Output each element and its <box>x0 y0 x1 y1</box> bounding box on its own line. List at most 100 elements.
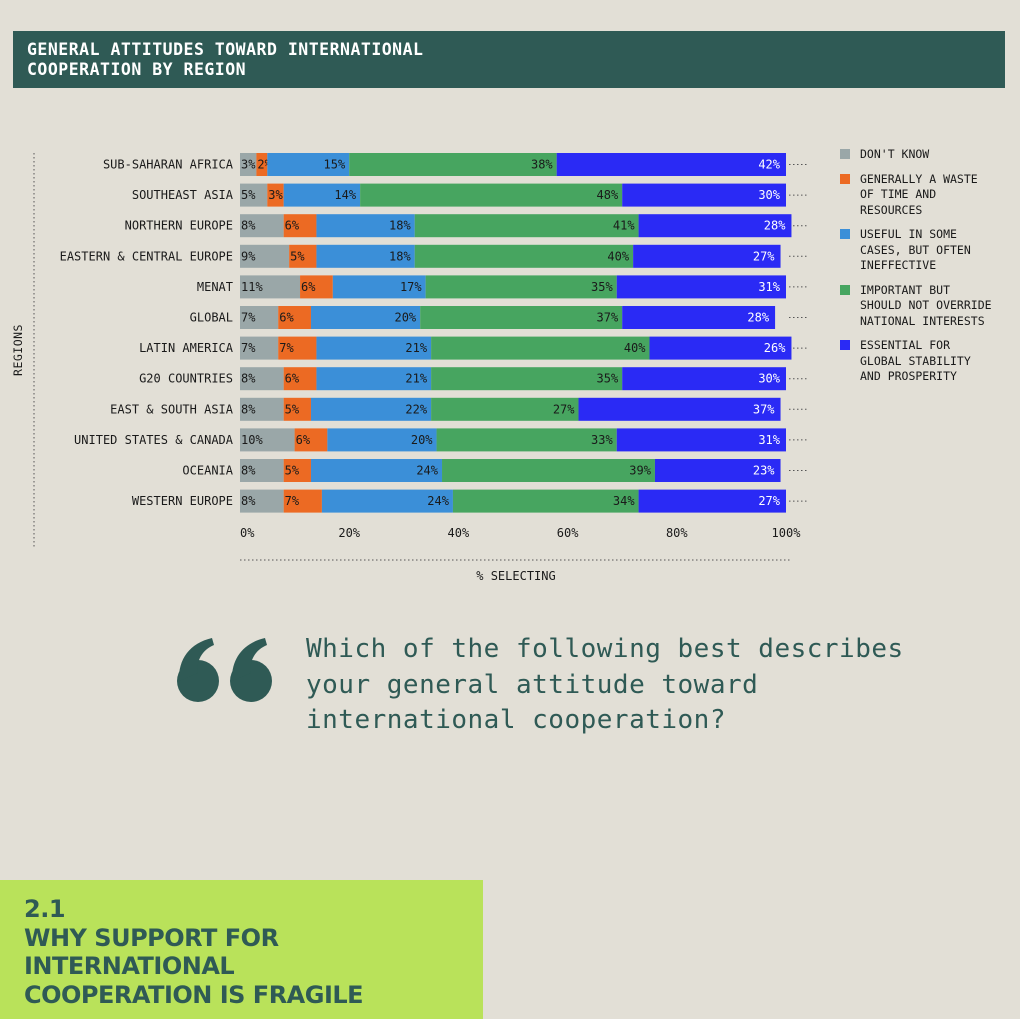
bar-segment <box>332 275 426 299</box>
data-label: 42% <box>758 158 780 172</box>
bar-segment <box>240 459 284 482</box>
data-label: 17% <box>400 280 422 294</box>
bar-segment <box>283 214 317 238</box>
survey-question: Which of the following best describes yo… <box>306 632 966 739</box>
bar-segment <box>283 459 311 482</box>
bar-segment <box>267 153 350 176</box>
data-label: 37% <box>753 402 775 416</box>
bar-segment <box>283 397 311 421</box>
section-title-line-1: WHY SUPPORT FOR <box>24 923 279 952</box>
bar-segment <box>240 244 290 268</box>
data-label: 27% <box>758 494 780 508</box>
bar-segment <box>240 367 284 391</box>
bar-segment <box>310 397 432 421</box>
bar-segment <box>616 428 786 452</box>
data-label: 5% <box>290 249 305 263</box>
bar-segment <box>452 489 639 513</box>
bar-segment <box>240 153 257 176</box>
data-label: 9% <box>241 249 256 263</box>
data-label: 7% <box>241 311 256 325</box>
bar-segment <box>442 459 655 482</box>
data-label: 48% <box>597 188 619 202</box>
quotation-mark-icon <box>177 638 272 702</box>
region-label: EASTERN & CENTRAL EUROPE <box>60 249 233 263</box>
data-label: 11% <box>241 280 263 294</box>
bar-segment <box>420 306 623 329</box>
data-label: 39% <box>629 464 651 478</box>
legend-swatch <box>840 340 850 350</box>
region-label: LATIN AMERICA <box>139 341 234 355</box>
question-line-1: Which of the following best describes <box>306 634 904 664</box>
x-tick-label: 40% <box>448 526 470 540</box>
legend-item: DON'T KNOW <box>840 147 1015 163</box>
section-number: 2.1 <box>24 895 66 923</box>
region-label: EAST & SOUTH ASIA <box>110 402 234 416</box>
data-label: 20% <box>411 433 433 447</box>
data-label: 18% <box>389 249 411 263</box>
legend-label: NATIONAL INTERESTS <box>860 313 985 328</box>
data-label: 8% <box>241 402 256 416</box>
data-label: 27% <box>753 249 775 263</box>
data-label: 31% <box>758 280 780 294</box>
bar-segment <box>283 489 322 513</box>
data-label: 30% <box>758 188 780 202</box>
data-label: 18% <box>389 219 411 233</box>
data-label: 6% <box>296 433 311 447</box>
bar-segment <box>267 183 284 207</box>
region-label: MENAT <box>197 280 233 294</box>
legend-swatch <box>840 149 850 159</box>
section-title-line-3: COOPERATION IS FRAGILE <box>24 980 364 1009</box>
bar-segment <box>414 244 634 268</box>
legend-label: SHOULD NOT OVERRIDE <box>860 298 992 312</box>
data-label: 5% <box>285 464 300 478</box>
bar-segment <box>360 183 623 207</box>
data-label: 41% <box>613 219 635 233</box>
bar-segment <box>321 489 453 513</box>
legend-label: GLOBAL STABILITY <box>860 353 971 368</box>
bar-segment <box>638 214 792 238</box>
bar-segment <box>316 214 415 238</box>
bar-segment <box>349 153 557 176</box>
chart-title-bar: GENERAL ATTITUDES TOWARD INTERNATIONAL C… <box>13 31 1005 88</box>
data-label: 21% <box>405 372 427 386</box>
bar-segment <box>616 275 786 299</box>
data-label: 20% <box>394 311 416 325</box>
data-label: 24% <box>427 494 449 508</box>
section-title-line-2: INTERNATIONAL <box>24 952 235 980</box>
data-label: 35% <box>597 372 619 386</box>
bar-segment <box>649 336 792 360</box>
region-label: OCEANIA <box>182 464 233 478</box>
region-label: SOUTHEAST ASIA <box>132 188 234 202</box>
data-label: 8% <box>241 494 256 508</box>
bar-segment <box>633 244 781 268</box>
bar-segment <box>578 397 781 421</box>
bar-segment <box>431 367 623 391</box>
data-label: 8% <box>241 372 256 386</box>
data-label: 26% <box>764 341 786 355</box>
bar-segment <box>283 183 361 207</box>
legend-label: ESSENTIAL FOR <box>860 338 951 352</box>
bar-segment <box>425 275 617 299</box>
region-label: UNITED STATES & CANADA <box>74 433 234 447</box>
bar-segment <box>300 275 333 299</box>
region-label: GLOBAL <box>190 311 233 325</box>
bar-segment <box>622 306 776 329</box>
data-label: 5% <box>285 402 300 416</box>
data-label: 31% <box>758 433 780 447</box>
legend-label: INEFFECTIVE <box>860 258 937 272</box>
bar-segment <box>622 183 786 207</box>
legend-item: IMPORTANT BUT SHOULD NOT OVERRIDE NATIONAL… <box>840 283 1015 330</box>
bar-segment <box>240 214 284 238</box>
data-label: 28% <box>747 311 769 325</box>
x-tick-label: 20% <box>338 526 360 540</box>
data-label: 24% <box>416 464 438 478</box>
bar-segment <box>622 367 786 391</box>
bar-segment <box>278 336 317 360</box>
bar-segment <box>310 306 421 329</box>
bar-segment <box>316 336 432 360</box>
data-label: 28% <box>764 219 786 233</box>
bar-segment <box>316 244 415 268</box>
legend-item: GENERALLY A WASTE OF TIME AND RESOURCES <box>840 172 1015 219</box>
data-label: 34% <box>613 494 635 508</box>
